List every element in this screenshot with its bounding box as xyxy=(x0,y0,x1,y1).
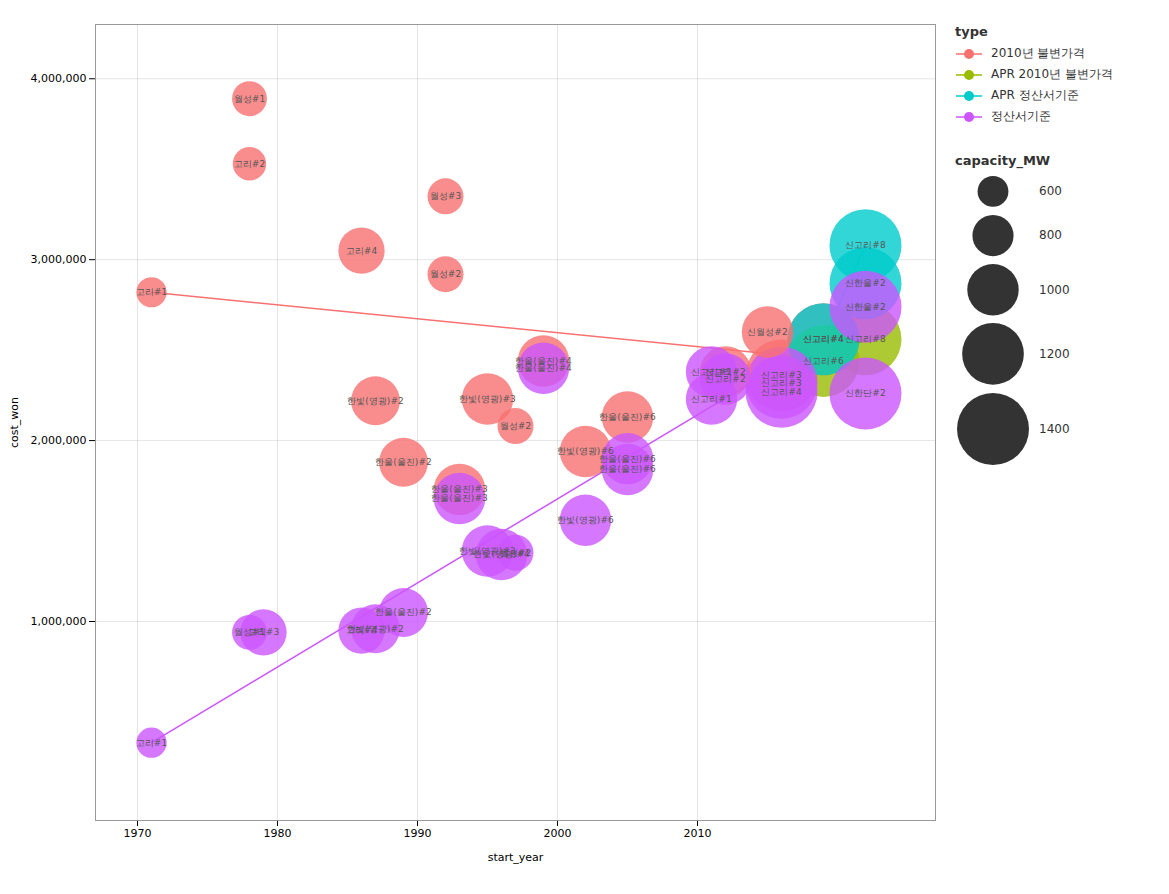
svg-text:신고리#2: 신고리#2 xyxy=(705,374,745,384)
svg-text:신고리#4: 신고리#4 xyxy=(803,334,844,344)
svg-text:신고리#1: 신고리#1 xyxy=(691,366,732,377)
svg-text:한빛(영광)#6: 한빛(영광)#6 xyxy=(557,515,614,525)
html-text:2010년 불변가격: 2010년 불변가격 xyxy=(991,46,1086,60)
svg-text:신월성#2: 신월성#2 xyxy=(747,327,787,337)
svg-text:start_year: start_year xyxy=(488,851,544,864)
html-text:1000: 1000 xyxy=(1039,282,1070,297)
svg-text:신고리#4: 신고리#4 xyxy=(803,334,844,344)
svg-text:한빛(영광)#6: 한빛(영광)#6 xyxy=(557,446,614,457)
svg-text:월성#2: 월성#2 xyxy=(430,269,461,279)
svg-text:한울(울진)#6: 한울(울진)#6 xyxy=(599,454,656,464)
svg-text:4,000,000: 4,000,000 xyxy=(31,72,87,85)
svg-text:신고리#1: 신고리#1 xyxy=(691,394,731,404)
svg-text:한울(울진)#4: 한울(울진)#4 xyxy=(515,363,572,373)
svg-text:한울(울진)#2: 한울(울진)#2 xyxy=(375,607,431,617)
svg-text:1980: 1980 xyxy=(264,827,292,840)
html-text:APR 정산서기준: APR 정산서기준 xyxy=(991,88,1079,102)
html-text:APR 2010년 불변가격: APR 2010년 불변가격 xyxy=(991,67,1113,81)
html-text:정산서기준: 정산서기준 xyxy=(991,109,1051,123)
html-text:type: type xyxy=(955,24,988,39)
svg-text:신한울#2: 신한울#2 xyxy=(845,302,885,312)
svg-text:신고리#6: 신고리#6 xyxy=(803,356,844,366)
svg-text:월성#2: 월성#2 xyxy=(500,548,531,558)
svg-text:신고리#8: 신고리#8 xyxy=(845,240,886,250)
svg-text:한울(울진)#4: 한울(울진)#4 xyxy=(515,355,572,366)
svg-text:한울(울진)#3: 한울(울진)#3 xyxy=(431,484,488,495)
svg-text:cost_won: cost_won xyxy=(8,397,21,448)
svg-text:1970: 1970 xyxy=(124,827,152,840)
svg-text:2,000,000: 2,000,000 xyxy=(31,434,87,447)
svg-text:고리#2: 고리#2 xyxy=(234,159,265,169)
html-text:capacity_MW: capacity_MW xyxy=(955,153,1051,168)
svg-text:1,000,000: 1,000,000 xyxy=(31,615,87,628)
svg-text:월성#3: 월성#3 xyxy=(430,191,461,201)
svg-text:신고리#3: 신고리#3 xyxy=(761,370,802,381)
svg-text:한울(울진)#3: 한울(울진)#3 xyxy=(431,493,487,503)
svg-text:신한울#2: 신한울#2 xyxy=(845,278,885,288)
html-text:800: 800 xyxy=(1039,228,1062,243)
svg-text:신한단#2: 신한단#2 xyxy=(845,388,885,398)
svg-text:3,000,000: 3,000,000 xyxy=(31,253,87,266)
html-text:1400: 1400 xyxy=(1039,422,1070,437)
svg-text:월성#2: 월성#2 xyxy=(500,421,531,431)
svg-text:고리#1: 고리#1 xyxy=(136,287,167,297)
svg-text:고리#4: 고리#4 xyxy=(346,625,378,635)
svg-text:신고리#3: 신고리#3 xyxy=(761,377,802,388)
svg-text:신고리#4: 신고리#4 xyxy=(761,387,802,397)
svg-text:고리#3: 고리#3 xyxy=(248,627,279,637)
html-text:1200: 1200 xyxy=(1039,347,1070,362)
svg-text:한울(울진)#6: 한울(울진)#6 xyxy=(599,464,656,474)
html-text:600: 600 xyxy=(1039,184,1062,199)
svg-text:신고리#8: 신고리#8 xyxy=(845,334,886,344)
svg-text:고리#1: 고리#1 xyxy=(136,738,167,748)
svg-text:1990: 1990 xyxy=(404,827,432,840)
svg-text:한울(울진)#6: 한울(울진)#6 xyxy=(599,412,656,422)
svg-text:한빛(영광)#3: 한빛(영광)#3 xyxy=(459,394,515,404)
svg-text:한빛(영광)#2: 한빛(영광)#2 xyxy=(347,396,403,406)
svg-text:월성#1: 월성#1 xyxy=(234,94,265,104)
svg-text:2010: 2010 xyxy=(684,827,712,840)
svg-text:2000: 2000 xyxy=(544,827,572,840)
svg-text:고리#4: 고리#4 xyxy=(346,246,378,256)
svg-text:한울(울진)#2: 한울(울진)#2 xyxy=(375,457,431,467)
